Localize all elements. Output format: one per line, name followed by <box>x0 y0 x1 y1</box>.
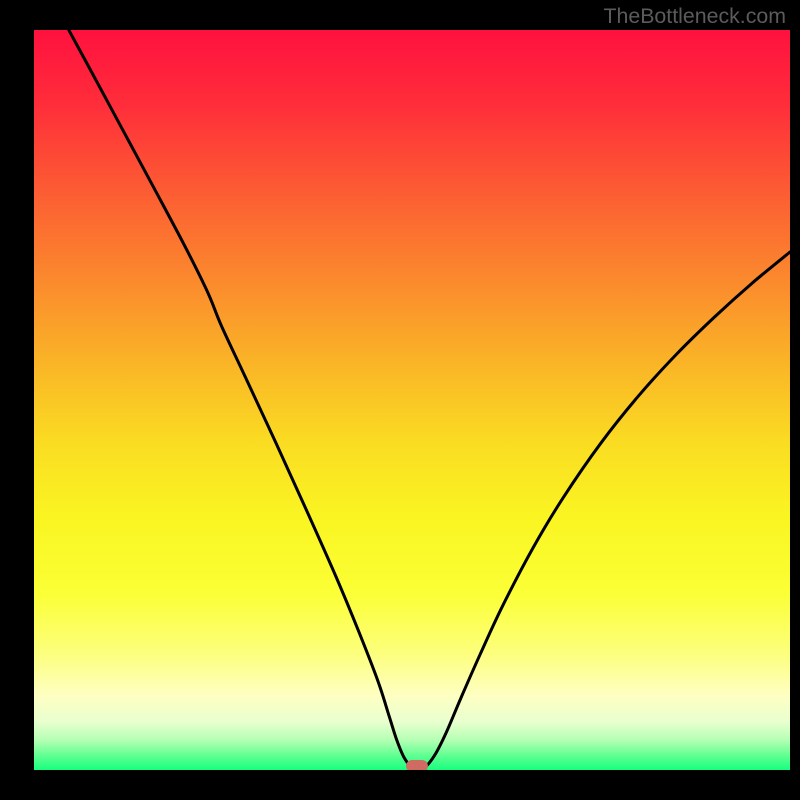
plot-area <box>34 30 790 770</box>
chart-canvas: TheBottleneck.com <box>0 0 800 800</box>
bottleneck-curve <box>34 30 790 770</box>
optimum-marker <box>406 760 428 770</box>
watermark-text: TheBottleneck.com <box>603 4 786 29</box>
